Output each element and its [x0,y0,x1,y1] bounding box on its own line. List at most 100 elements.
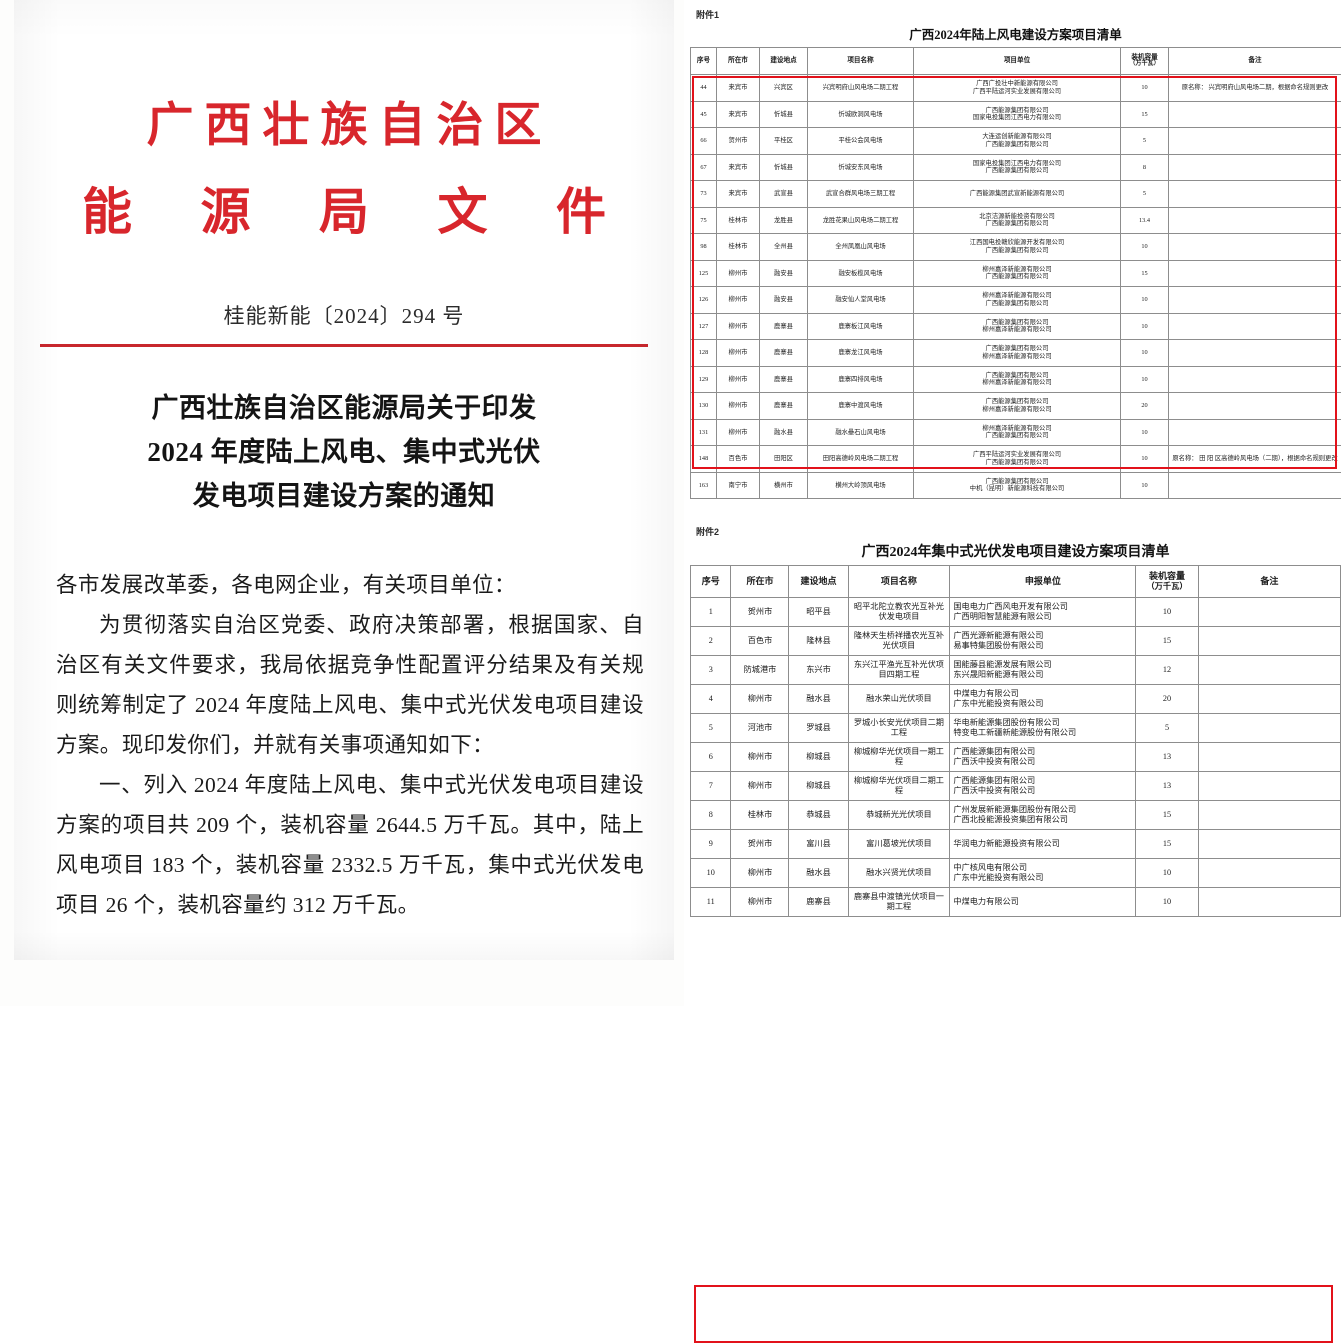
cell-remark [1169,419,1341,446]
cell-unit: 广西能源集团有限公司中机（昆明）新能源科技有限公司 [914,472,1121,499]
cell-seq: 127 [691,313,717,340]
cell-unit: 中煤电力有限公司 [950,888,1136,917]
cell-capacity: 20 [1136,685,1198,714]
cell-remark [1198,598,1340,627]
table-header-row: 序号 所在市 建设地点 项目名称 项目单位 装机容量 （万千瓦） 备注 [691,48,1341,75]
cell-project: 兴宾明府山风电场二期工程 [808,75,914,102]
cell-city: 桂林市 [731,801,789,830]
cell-city: 贺州市 [731,830,789,859]
cell-site: 柳城县 [789,743,848,772]
cell-unit: 柳州嘉泽新能源有限公司广西能源集团有限公司 [914,287,1121,314]
cell-city: 贺州市 [731,598,789,627]
cell-remark [1169,313,1341,340]
cell-unit: 柳州嘉泽新能源有限公司广西能源集团有限公司 [914,419,1121,446]
cell-project: 平桂公会风电场 [808,128,914,155]
body-paragraph-1: 为贯彻落实自治区党委、政府决策部署，根据国家、自治区有关文件要求，我局依据竞争性… [56,605,644,765]
cell-project: 昭平北陀立教农光互补光伏发电项目 [848,598,950,627]
cell-project: 融水壘石山风电场 [808,419,914,446]
cell-unit: 广西能源集团有限公司国家电投集团江西电力有限公司 [914,101,1121,128]
cell-city: 柳州市 [717,366,760,393]
cell-project: 鹿寨中渡风电场 [808,393,914,420]
cell-capacity: 10 [1136,888,1198,917]
cell-seq: 5 [691,714,731,743]
cell-project: 鹿寨龙江风电场 [808,340,914,367]
capacity-header-line-2: （万千瓦） [1123,61,1166,68]
cell-remark [1198,743,1340,772]
col-header-project: 项目名称 [848,566,950,598]
cell-remark [1169,472,1341,499]
cell-project: 隆林天生桥祥播农光互补光伏项目 [848,627,950,656]
highlight-box-pv-rows [694,1285,1333,1343]
cell-unit: 广西能源集团有限公司柳州嘉泽新能源有限公司 [914,340,1121,367]
cell-city: 来宾市 [717,154,760,181]
cell-capacity: 10 [1121,287,1169,314]
cell-seq: 44 [691,75,717,102]
cell-seq: 67 [691,154,717,181]
cell-unit: 柳州嘉泽新能源有限公司广西能源集团有限公司 [914,260,1121,287]
cell-seq: 148 [691,446,717,473]
cell-unit: 国电电力广西风电开发有限公司广西明阳智慧能源有限公司 [950,598,1136,627]
cell-unit: 华电新能源集团股份有限公司特变电工新疆新能源股份有限公司 [950,714,1136,743]
cell-city: 柳州市 [717,287,760,314]
cell-site: 全州县 [760,234,808,261]
cell-capacity: 10 [1121,366,1169,393]
cell-unit: 华润电力新能源投资有限公司 [950,830,1136,859]
attachment-2-label: 附件2 [696,525,1341,538]
cell-site: 忻城县 [760,154,808,181]
cell-site: 鹿寨县 [760,393,808,420]
cell-seq: 129 [691,366,717,393]
table-header-row: 序号 所在市 建设地点 项目名称 申报单位 装机容量 （万千瓦） 备注 [691,566,1341,598]
cell-capacity: 10 [1121,234,1169,261]
cell-site: 武宣县 [760,181,808,208]
cell-city: 贺州市 [717,128,760,155]
screenshot-root: 广西壮族自治区 能 源 局 文 件 桂能新能〔2024〕294 号 广西壮族自治… [0,0,1341,1006]
cell-seq: 131 [691,419,717,446]
cell-unit: 广西能源集团有限公司柳州嘉泽新能源有限公司 [914,313,1121,340]
cell-remark [1169,128,1341,155]
cell-seq: 8 [691,801,731,830]
cell-seq: 98 [691,234,717,261]
col-header-capacity: 装机容量 （万千瓦） [1121,48,1169,75]
cell-site: 罗城县 [789,714,848,743]
cell-unit: 中广核风电有限公司广东中光能投资有限公司 [950,859,1136,888]
cell-unit: 北京洁源新能投资有限公司广西能源集团有限公司 [914,207,1121,234]
cell-site: 鹿寨县 [789,888,848,917]
cell-remark: 原名称： 田 阳 区高德岭风电场（二期），根据命名规则更改 [1169,446,1341,473]
cell-capacity: 15 [1136,830,1198,859]
col-header-unit: 项目单位 [914,48,1121,75]
cell-seq: 163 [691,472,717,499]
cell-city: 百色市 [717,446,760,473]
attachments-pane: 附件1 广西2024年陆上风电建设方案项目清单 序号 所在市 建设地点 项目名称… [690,0,1341,1006]
cell-capacity: 10 [1121,340,1169,367]
cell-unit: 广州发展新能源集团股份有限公司广西北投能源投资集团有限公司 [950,801,1136,830]
cell-capacity: 5 [1121,128,1169,155]
cell-seq: 73 [691,181,717,208]
cell-project: 融水荣山光伏项目 [848,685,950,714]
wind-power-project-table: 序号 所在市 建设地点 项目名称 项目单位 装机容量 （万千瓦） 备注 44 来宾… [690,47,1341,499]
cell-unit: 广西光源新能源有限公司易事特集团股份有限公司 [950,627,1136,656]
masthead-bureau: 能 源 局 文 件 [14,172,674,244]
cell-project: 鹿寨板江风电场 [808,313,914,340]
cell-unit: 广西能源集团有限公司柳州嘉泽新能源有限公司 [914,366,1121,393]
cell-remark [1198,888,1340,917]
cell-capacity: 5 [1121,181,1169,208]
cell-capacity: 15 [1121,101,1169,128]
cell-city: 河池市 [731,714,789,743]
cell-capacity: 15 [1121,260,1169,287]
red-divider-rule [40,344,648,347]
cell-site: 兴宾区 [760,75,808,102]
cell-project: 龙胜花果山风电场二期工程 [808,207,914,234]
